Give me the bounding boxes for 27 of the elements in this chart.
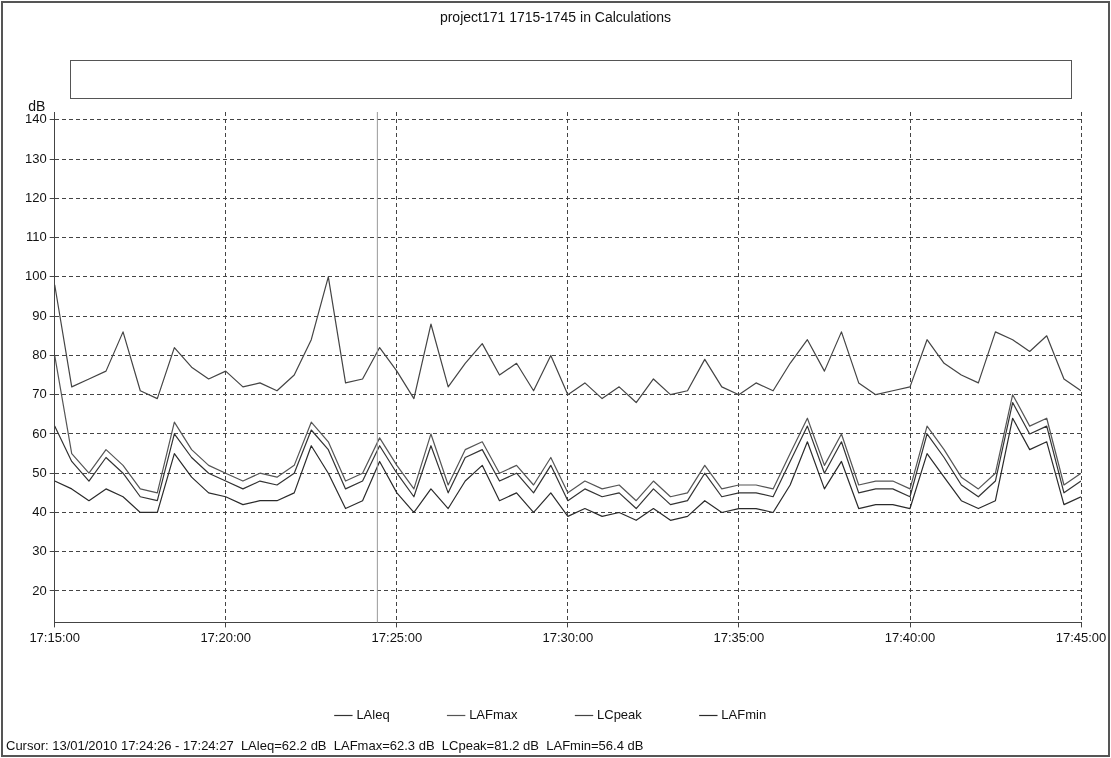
- legend-label: LAFmin: [721, 707, 767, 723]
- y-tick-label: 100: [24, 268, 47, 284]
- x-tick-label: 17:40:00: [884, 629, 936, 645]
- chart-title: project171 1715-1745 in Calculations: [439, 8, 672, 25]
- x-tick-label: 17:45:00: [1055, 629, 1107, 645]
- y-tick-label: 60: [32, 425, 47, 441]
- y-tick-label: 140: [24, 111, 47, 127]
- x-tick-label: 17:15:00: [29, 629, 80, 645]
- x-tick-label: 17:25:00: [371, 629, 423, 645]
- y-tick-label: 110: [25, 229, 47, 245]
- legend-label: LAFmax: [469, 707, 519, 723]
- x-tick-label: 17:30:00: [542, 629, 594, 645]
- x-tick-label: 17:35:00: [713, 629, 765, 645]
- y-tick-label: 50: [32, 464, 47, 480]
- y-tick-label: 120: [24, 189, 47, 205]
- y-axis-title: dB: [28, 97, 46, 114]
- y-tick-label: 130: [24, 150, 47, 166]
- y-tick-label: 40: [32, 504, 47, 520]
- x-tick-label: 17:20:00: [200, 629, 251, 645]
- y-tick-label: 20: [32, 582, 47, 598]
- y-tick-label: 80: [32, 347, 47, 362]
- y-tick-label: 70: [32, 386, 47, 402]
- y-tick-label: 30: [32, 543, 47, 559]
- y-tick-label: 90: [32, 307, 47, 323]
- legend-label: LAleq: [356, 707, 390, 723]
- text: Cursor: 13/01/2010 17:24:26 - 17:24:27 LAleq=62.2 dB LAFmax=62.3 dB LCpeak=81.2 dB LAFmin=56.4 dB: [6, 737, 644, 753]
- legend-label: LCpeak: [597, 707, 643, 723]
